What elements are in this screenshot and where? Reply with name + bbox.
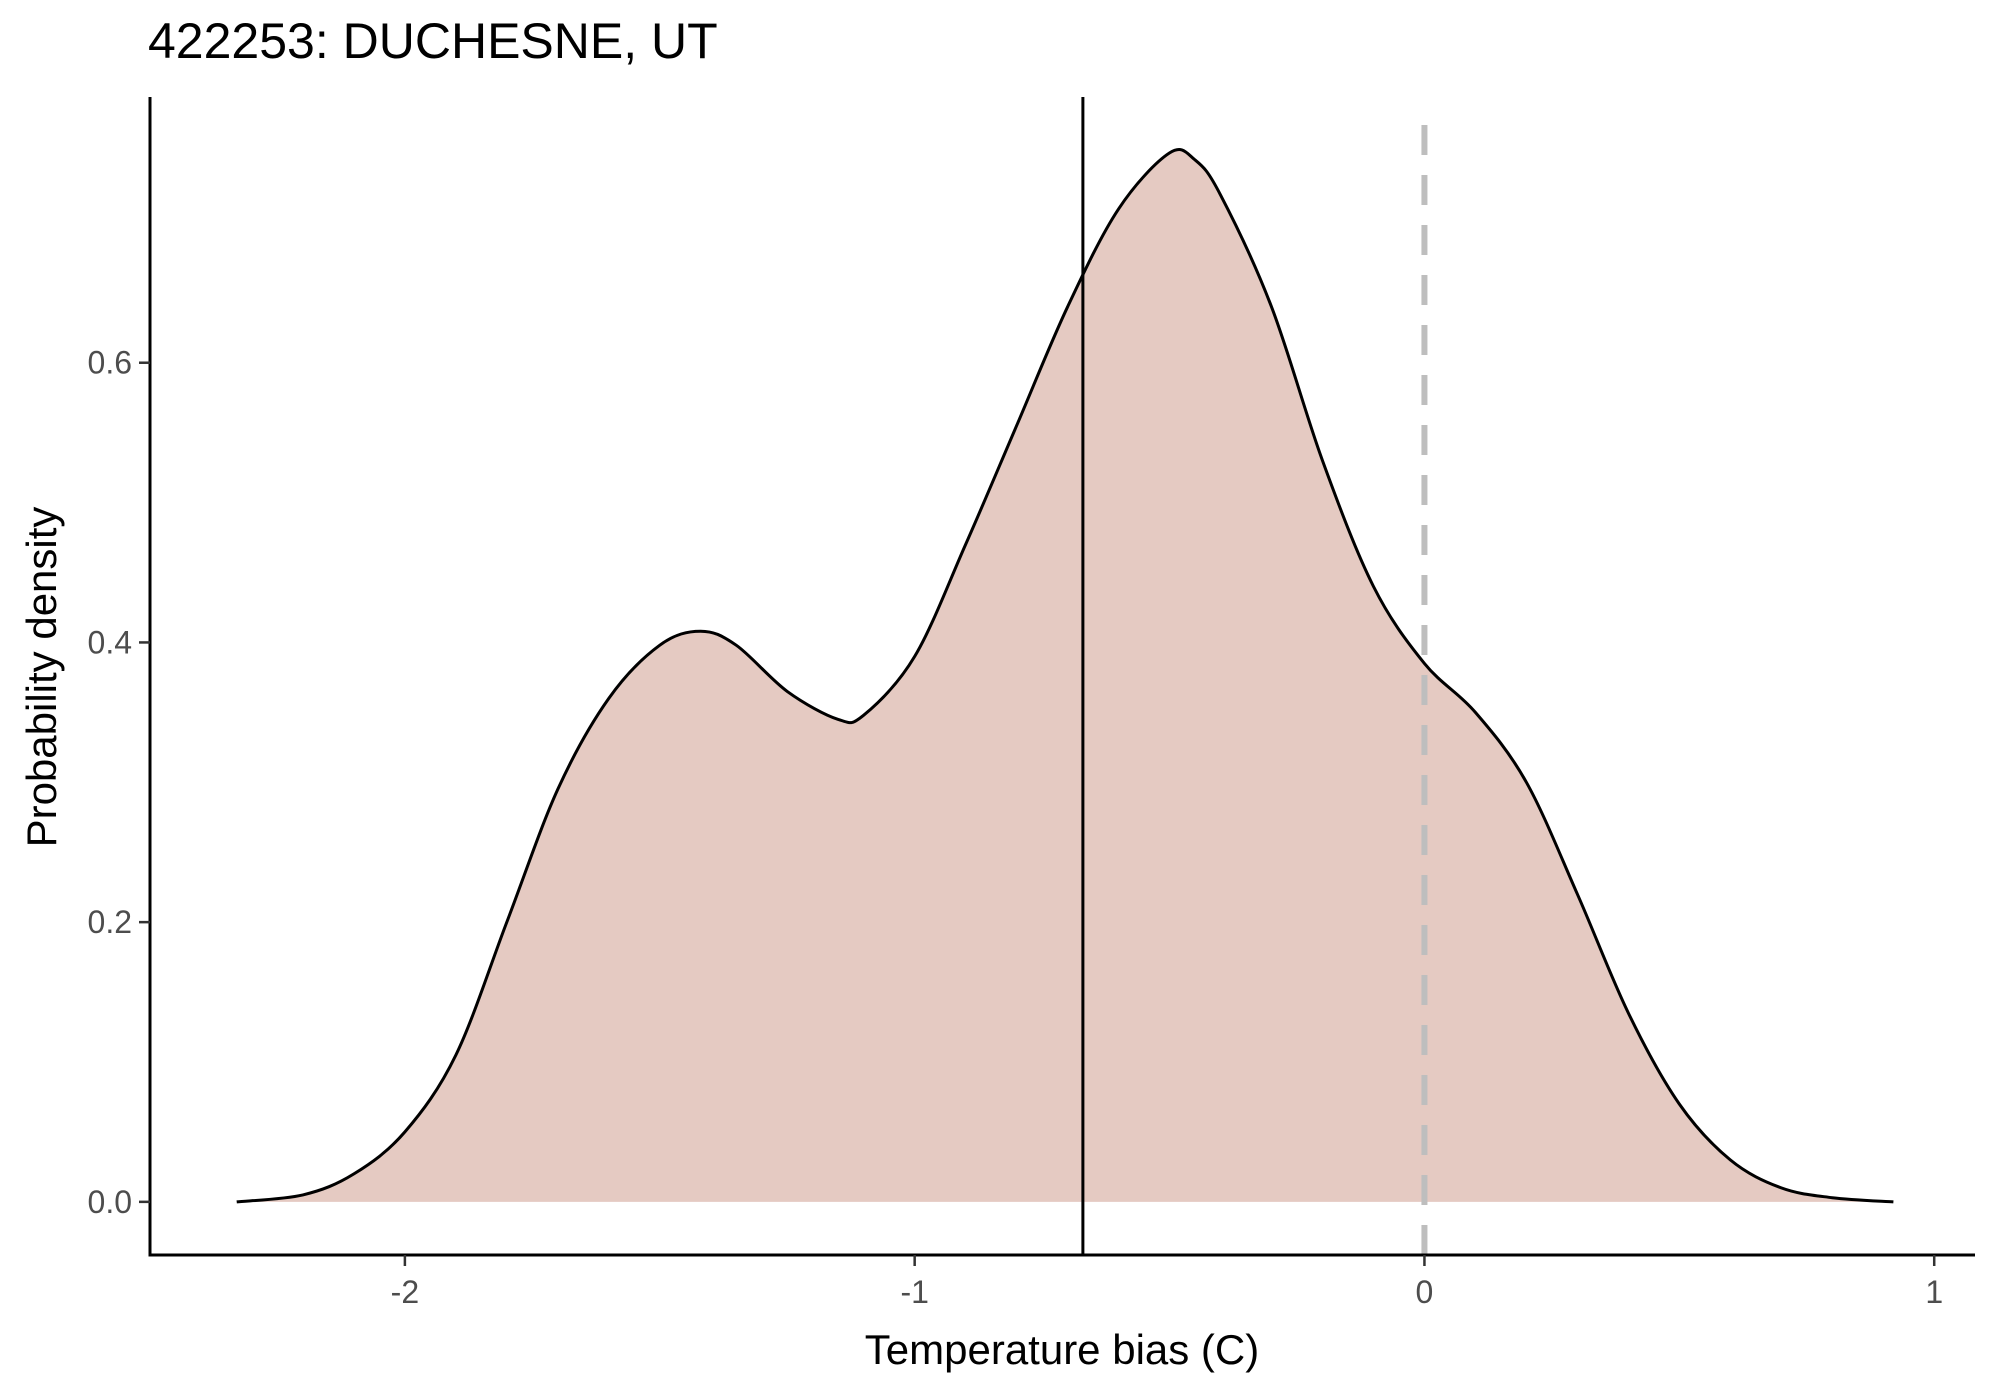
x-tick-label: -2 [391,1274,419,1310]
x-tick-label: 1 [1925,1274,1943,1310]
y-tick-label: 0.0 [88,1184,132,1220]
x-tick-label: -1 [900,1274,928,1310]
y-tick-label: 0.2 [88,904,132,940]
plot-area: -2 -1 0 1 0.0 0.2 0.4 0.6 [88,97,1975,1310]
y-axis-title: Probability density [18,507,65,848]
density-line-0 [236,148,1894,1204]
x-tick-label: 0 [1416,1274,1434,1310]
x-axis-title: Temperature bias (C) [865,1326,1259,1373]
y-tick-label: 0.6 [88,345,132,381]
density-area-0 [236,149,1894,1202]
y-tick-label: 0.4 [88,624,132,660]
chart-title: 422253: DUCHESNE, UT [148,13,718,69]
